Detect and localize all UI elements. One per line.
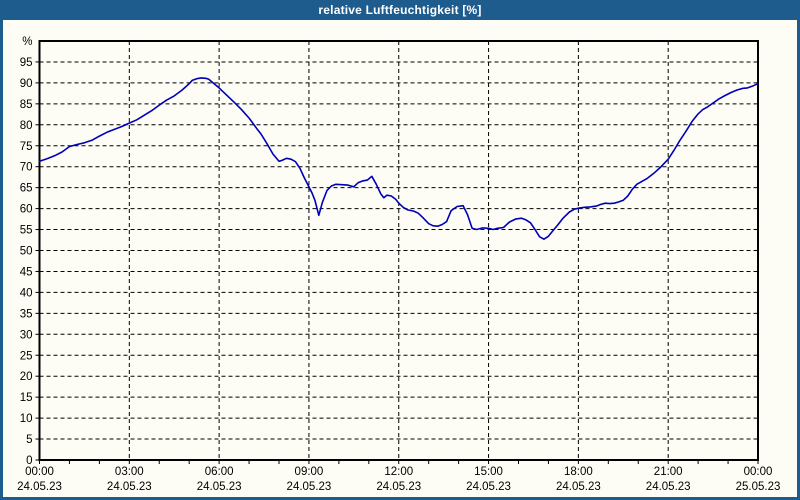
window-titlebar[interactable]: relative Luftfeuchtigkeit [%] (0, 0, 800, 20)
x-tick-label-date: 24.05.23 (287, 481, 332, 493)
x-tick-label-date: 24.05.23 (17, 481, 62, 493)
x-tick-label-time: 18:00 (564, 466, 593, 478)
y-tick-label: 50 (20, 246, 33, 258)
y-tick-label: 25 (20, 350, 33, 362)
x-tick-label-date: 25.05.23 (736, 481, 781, 493)
plot-border (38, 40, 759, 461)
y-tick-label: 35 (20, 308, 33, 320)
y-tick-label: 70 (20, 162, 33, 174)
chart-canvas (3, 20, 797, 497)
x-tick-label-date: 24.05.23 (197, 481, 242, 493)
y-tick-label: 90 (20, 78, 33, 90)
x-tick-label-time: 00:00 (744, 466, 773, 478)
window-title: relative Luftfeuchtigkeit [%] (318, 3, 482, 17)
x-tick-label-time: 03:00 (115, 466, 144, 478)
y-tick-label: 55 (20, 225, 33, 237)
y-tick-label: 45 (20, 266, 33, 278)
y-tick-label: 65 (20, 183, 33, 195)
y-tick-label: 30 (20, 329, 33, 341)
x-tick-label-time: 00:00 (25, 466, 54, 478)
y-tick-label: 80 (20, 120, 33, 132)
x-tick-label-date: 24.05.23 (556, 481, 601, 493)
y-tick-label: 95 (20, 57, 33, 69)
x-tick-label-date: 24.05.23 (107, 481, 152, 493)
y-tick-label: 85 (20, 99, 33, 111)
y-tick-label: 0 (26, 455, 32, 467)
x-tick-label-time: 15:00 (474, 466, 503, 478)
x-tick-label-time: 09:00 (295, 466, 324, 478)
y-axis-unit-label: % (22, 36, 32, 48)
x-tick-label-date: 24.05.23 (466, 481, 511, 493)
y-tick-label: 15 (20, 392, 33, 404)
y-tick-label: 75 (20, 141, 33, 153)
y-tick-label: 10 (20, 413, 33, 425)
x-tick-label-date: 24.05.23 (376, 481, 421, 493)
series-line-humidity (38, 77, 759, 240)
x-tick-label-date: 24.05.23 (646, 481, 691, 493)
y-tick-label: 5 (26, 434, 32, 446)
x-tick-label-time: 21:00 (654, 466, 683, 478)
y-tick-label: 60 (20, 204, 33, 216)
y-tick-label: 40 (20, 287, 33, 299)
x-tick-label-time: 12:00 (384, 466, 413, 478)
x-tick-label-time: 06:00 (205, 466, 234, 478)
y-tick-label: 20 (20, 371, 33, 383)
